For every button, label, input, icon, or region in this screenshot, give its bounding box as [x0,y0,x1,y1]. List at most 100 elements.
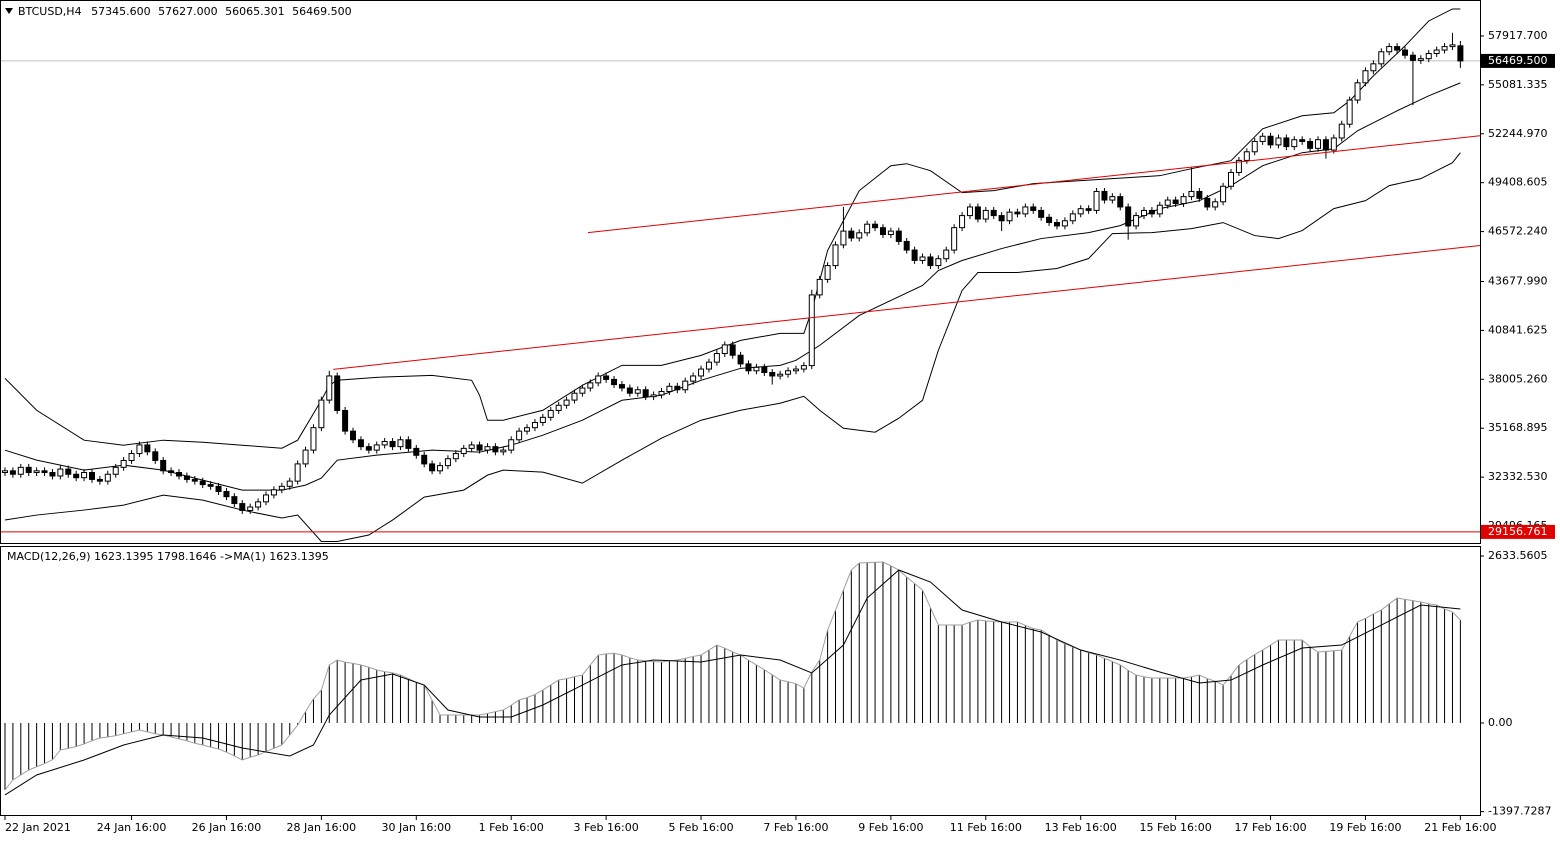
candle-body [864,223,871,234]
y-tick-label: 55081.335 [1488,78,1548,91]
symbol: BTCUSD,H4 [18,5,82,18]
macd-plot [4,561,1461,796]
candle-body [856,232,863,239]
candle-body [429,463,436,472]
candle-body [104,473,111,482]
current-price-box [1481,53,1555,68]
candle-body [524,427,531,432]
candle-body [1370,63,1377,72]
candle-body [761,366,768,374]
candle-body [255,501,262,508]
x-tick-label: 3 Feb 16:00 [574,821,639,834]
candle-body [373,444,380,451]
candle-body [1069,213,1076,222]
candle-body [342,409,349,432]
candle-body [73,473,80,479]
x-tick-label: 15 Feb 16:00 [1140,821,1212,834]
candle-body [191,478,198,482]
candle-body [998,215,1005,222]
candle-body [1125,206,1132,227]
candle-body [1457,45,1464,62]
trendline [333,245,1480,370]
candle-body [1204,197,1211,208]
candle-body [927,256,934,267]
candle-body [800,365,807,370]
candle-body [397,439,404,448]
candle-body [1212,201,1219,208]
candle-body [848,230,855,239]
candle-body [745,363,752,372]
y-tick-label: 57917.700 [1488,29,1548,42]
macd-title: MACD(12,26,9) 1623.1395 1798.1646 ->MA(1… [7,550,329,563]
candle-body [500,449,507,453]
signal-line [4,569,1461,796]
candle-body [175,472,182,477]
candle-body [413,447,420,456]
candle-body [215,485,222,492]
candle-body [674,385,681,391]
candle-body [832,244,839,267]
level-label: 29156.761 [1488,525,1548,538]
candle-body [183,475,190,480]
candle-body [9,470,16,475]
x-tick-label: 13 Feb 16:00 [1045,821,1117,834]
x-tick-label: 28 Jan 16:00 [287,821,357,834]
candle-body [1101,190,1108,201]
candle-body [547,409,554,418]
candle-body [365,446,372,451]
candle-body [1148,209,1155,215]
y-tick-label: 40841.625 [1488,323,1548,336]
candle-body [144,444,151,453]
candle-body [199,480,206,486]
candle-body [777,373,784,377]
candle-body [65,468,72,475]
candle-body [611,378,618,386]
candle-body [1299,139,1306,142]
candle-body [721,344,728,355]
candle-body [563,399,570,406]
candle-body [1338,123,1345,139]
menu-triangle [5,8,13,14]
candle-body [286,480,293,487]
candle-body [239,503,246,511]
candle-body [1402,49,1409,56]
candle-body [753,366,760,372]
x-tick-label: 5 Feb 16:00 [668,821,733,834]
candle-body [943,249,950,260]
level-box [1481,524,1555,539]
candle-body [452,453,459,460]
candle-body [318,399,325,429]
candle-body [919,256,926,261]
candle-body [1046,216,1053,223]
candle-body [1362,70,1369,84]
x-tick-label: 11 Feb 16:00 [950,821,1022,834]
y-tick-label: 52244.970 [1488,127,1548,140]
candle-body [1354,82,1361,101]
candle-body [112,466,119,475]
candle-body [1259,135,1266,142]
candle-body [974,206,981,220]
candle-body [682,380,689,391]
candle-body [278,485,285,491]
candle-body [1386,46,1393,53]
candle-body [729,344,736,356]
trendline [587,135,1480,234]
candle-body [808,294,815,367]
candle-body [1006,211,1013,222]
candle-body [785,370,792,375]
candle-body [405,439,412,449]
candle-body [492,446,499,453]
candle-body [57,468,64,477]
candle-body [1014,211,1021,215]
candle-body [96,478,103,482]
candle-body [1030,206,1037,211]
candle-body [1228,171,1234,187]
x-tick-label: 30 Jan 16:00 [381,821,451,834]
candle-body [1291,139,1298,148]
candle-body [982,209,989,220]
candle-body [508,439,515,451]
candle-body [642,389,649,398]
candle-body [1322,139,1329,151]
x-tick-label: 24 Jan 16:00 [97,821,167,834]
